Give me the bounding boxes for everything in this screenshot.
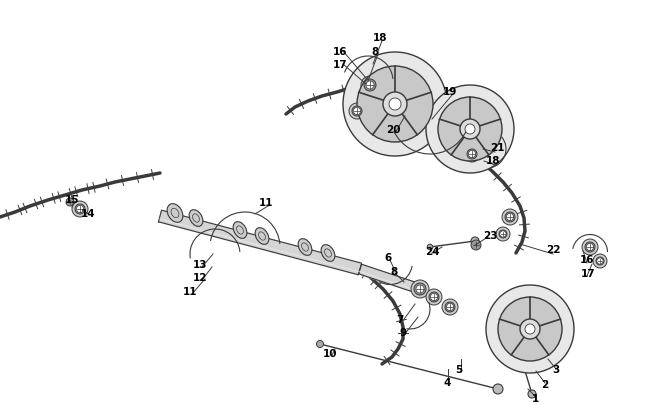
Circle shape <box>383 93 407 117</box>
Circle shape <box>597 258 603 264</box>
Circle shape <box>77 206 84 213</box>
Text: 6: 6 <box>384 252 391 262</box>
Polygon shape <box>159 211 361 275</box>
Text: 21: 21 <box>489 143 504 153</box>
Circle shape <box>460 120 480 140</box>
Text: 19: 19 <box>443 87 457 97</box>
Circle shape <box>66 198 74 207</box>
Text: 24: 24 <box>424 246 439 256</box>
Circle shape <box>596 257 604 265</box>
Ellipse shape <box>255 228 269 245</box>
Circle shape <box>438 98 502 162</box>
Circle shape <box>585 243 595 252</box>
Circle shape <box>411 280 429 298</box>
Text: 9: 9 <box>400 327 406 337</box>
Text: 2: 2 <box>541 379 549 389</box>
Text: 5: 5 <box>456 364 463 374</box>
Text: 1: 1 <box>532 393 539 403</box>
Circle shape <box>416 285 424 293</box>
Text: 20: 20 <box>385 125 400 135</box>
Ellipse shape <box>167 204 183 223</box>
Polygon shape <box>363 103 464 144</box>
Text: 16: 16 <box>580 254 594 264</box>
Circle shape <box>364 80 376 92</box>
Circle shape <box>505 213 515 222</box>
Circle shape <box>496 228 510 241</box>
Circle shape <box>72 202 88 217</box>
Text: 11: 11 <box>183 286 197 296</box>
Circle shape <box>471 241 481 250</box>
Circle shape <box>429 292 439 302</box>
Text: 18: 18 <box>372 33 387 43</box>
Text: 12: 12 <box>193 272 207 282</box>
Text: 15: 15 <box>65 194 79 205</box>
Circle shape <box>499 230 507 239</box>
Circle shape <box>493 384 503 394</box>
Text: 3: 3 <box>552 364 560 374</box>
Circle shape <box>75 205 85 215</box>
Circle shape <box>469 151 476 158</box>
Circle shape <box>317 341 324 347</box>
Circle shape <box>586 244 593 251</box>
Circle shape <box>516 348 522 354</box>
Circle shape <box>427 245 433 250</box>
Circle shape <box>582 239 598 256</box>
Circle shape <box>593 254 607 269</box>
Circle shape <box>500 231 506 238</box>
Circle shape <box>357 67 433 143</box>
Text: 8: 8 <box>391 266 398 276</box>
Circle shape <box>389 99 401 111</box>
Circle shape <box>528 390 536 398</box>
Circle shape <box>520 319 540 339</box>
Text: 17: 17 <box>580 269 595 278</box>
Circle shape <box>366 82 374 90</box>
Text: 7: 7 <box>396 314 404 324</box>
Circle shape <box>426 289 442 305</box>
Circle shape <box>525 324 535 334</box>
Circle shape <box>486 285 574 373</box>
Text: 23: 23 <box>483 230 497 241</box>
Circle shape <box>502 209 518 226</box>
Text: 11: 11 <box>259 198 273 207</box>
Circle shape <box>445 302 455 312</box>
Text: 13: 13 <box>193 259 207 269</box>
Ellipse shape <box>321 245 335 262</box>
Circle shape <box>343 53 447 157</box>
Text: 17: 17 <box>333 60 347 70</box>
Circle shape <box>426 86 514 174</box>
Circle shape <box>506 214 514 221</box>
Ellipse shape <box>189 210 203 227</box>
Text: 14: 14 <box>81 209 96 218</box>
Circle shape <box>447 304 454 311</box>
Circle shape <box>467 149 477 160</box>
Circle shape <box>354 108 361 115</box>
Text: 16: 16 <box>333 47 347 57</box>
Circle shape <box>352 107 362 117</box>
Circle shape <box>464 147 480 162</box>
Text: 18: 18 <box>486 156 500 166</box>
Polygon shape <box>358 264 422 294</box>
Circle shape <box>498 297 562 361</box>
Ellipse shape <box>298 239 312 256</box>
Circle shape <box>361 77 379 95</box>
Text: 10: 10 <box>323 348 337 358</box>
Circle shape <box>471 237 479 245</box>
Ellipse shape <box>233 222 247 239</box>
Circle shape <box>414 284 426 295</box>
Circle shape <box>442 299 458 315</box>
Circle shape <box>465 125 475 135</box>
Text: 22: 22 <box>546 244 560 254</box>
Circle shape <box>349 104 365 120</box>
Text: 8: 8 <box>371 47 378 57</box>
Text: 4: 4 <box>443 377 450 387</box>
Circle shape <box>430 294 437 301</box>
